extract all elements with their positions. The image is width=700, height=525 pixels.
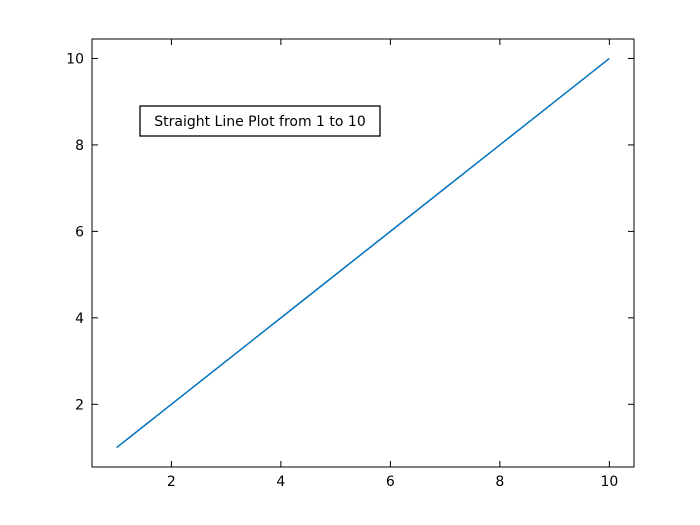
annotation-box: Straight Line Plot from 1 to 10 <box>139 105 381 137</box>
y-tick-label: 10 <box>66 51 84 67</box>
y-tick-label: 6 <box>75 224 84 240</box>
y-axis-ticks: 2 4 6 8 10 <box>66 51 634 413</box>
annotation-frame <box>139 105 381 137</box>
x-tick-label: 4 <box>276 474 285 490</box>
x-tick-label: 6 <box>386 474 395 490</box>
x-tick-label: 2 <box>167 474 176 490</box>
y-tick-label: 8 <box>75 138 84 154</box>
annotation-text: Straight Line Plot from 1 to 10 <box>154 114 365 130</box>
y-tick-label: 2 <box>75 397 84 413</box>
x-tick-label: 10 <box>600 474 618 490</box>
series-line <box>116 57 610 449</box>
y-tick-label: 4 <box>75 311 84 327</box>
series-layer <box>116 57 610 449</box>
x-axis-ticks: 2 4 6 8 10 <box>167 39 618 490</box>
x-tick-label: 8 <box>495 474 504 490</box>
